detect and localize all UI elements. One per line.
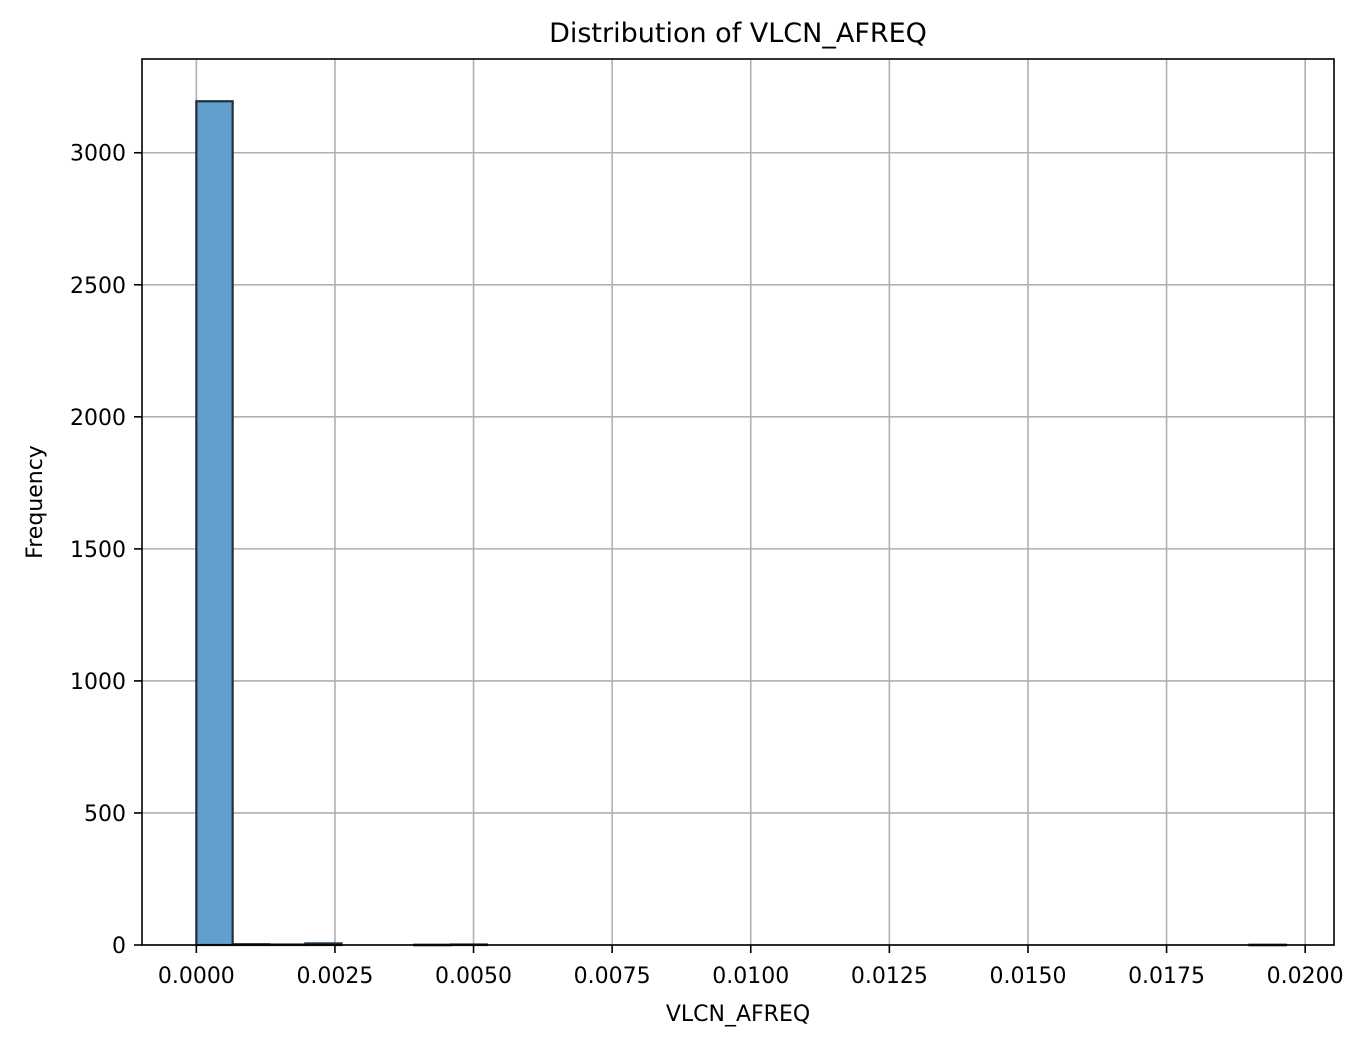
y-tick-label: 0 [112, 934, 126, 959]
x-tick-label: 0.0125 [851, 964, 928, 989]
x-tick-label: 0.0100 [712, 964, 789, 989]
x-tick-label: 0.0000 [158, 964, 235, 989]
chart-title: Distribution of VLCN_AFREQ [549, 18, 927, 49]
y-tick-label: 500 [84, 802, 126, 827]
x-axis-label: VLCN_AFREQ [666, 1002, 810, 1027]
y-tick-label: 1500 [70, 538, 126, 563]
x-tick-label: 0.0175 [1128, 964, 1205, 989]
y-tick-label: 2500 [70, 274, 126, 299]
histogram-bar [195, 100, 234, 947]
y-tick-label: 1000 [70, 670, 126, 695]
y-axis-label: Frequency [23, 445, 48, 559]
x-tick-label: 0.0050 [435, 964, 512, 989]
x-tick-label: 0.0200 [1267, 964, 1344, 989]
y-tick-label: 3000 [70, 142, 126, 167]
x-tick-label: 0.0075 [574, 964, 651, 989]
x-axis-ticks: 0.0000 0.0025 0.0050 0.0075 0.0100 0.0125 0.01… [158, 945, 1344, 989]
x-tick-label: 0.0025 [296, 964, 373, 989]
y-tick-label: 2000 [70, 406, 126, 431]
plot-area-frame [141, 58, 1335, 946]
x-tick-label: 0.0150 [989, 964, 1066, 989]
y-axis-ticks: 0 500 1000 1500 2000 2500 3000 [70, 142, 142, 959]
